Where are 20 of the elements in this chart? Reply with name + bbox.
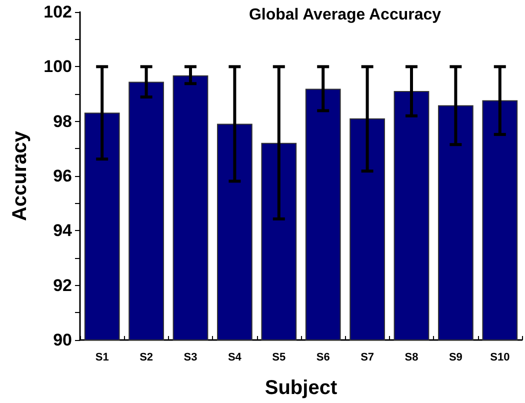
x-tick-label: S9 — [448, 352, 462, 364]
x-tick-label: S7 — [360, 352, 374, 364]
y-tick-label: 92 — [53, 276, 72, 295]
y-tick-label: 100 — [44, 57, 72, 76]
x-tick-label: S6 — [316, 352, 330, 364]
y-axis-title: Accuracy — [9, 130, 31, 222]
y-tick-label: 102 — [44, 2, 72, 22]
x-tick-label: S5 — [272, 352, 286, 364]
x-axis-title: Subject — [264, 377, 338, 399]
x-tick-label: S8 — [404, 352, 418, 364]
chart-title: Global Average Accuracy — [248, 6, 442, 24]
x-tick-label: S3 — [184, 352, 198, 364]
x-tick-label: S10 — [490, 352, 510, 364]
x-tick-label: S1 — [95, 352, 109, 364]
y-tick-label: 96 — [53, 166, 72, 186]
y-tick-label: 98 — [53, 112, 72, 131]
x-tick-label: S4 — [228, 352, 242, 364]
y-tick-label: 90 — [53, 330, 72, 350]
y-tick-label: 94 — [53, 221, 73, 240]
x-tick-label: S2 — [140, 352, 154, 364]
